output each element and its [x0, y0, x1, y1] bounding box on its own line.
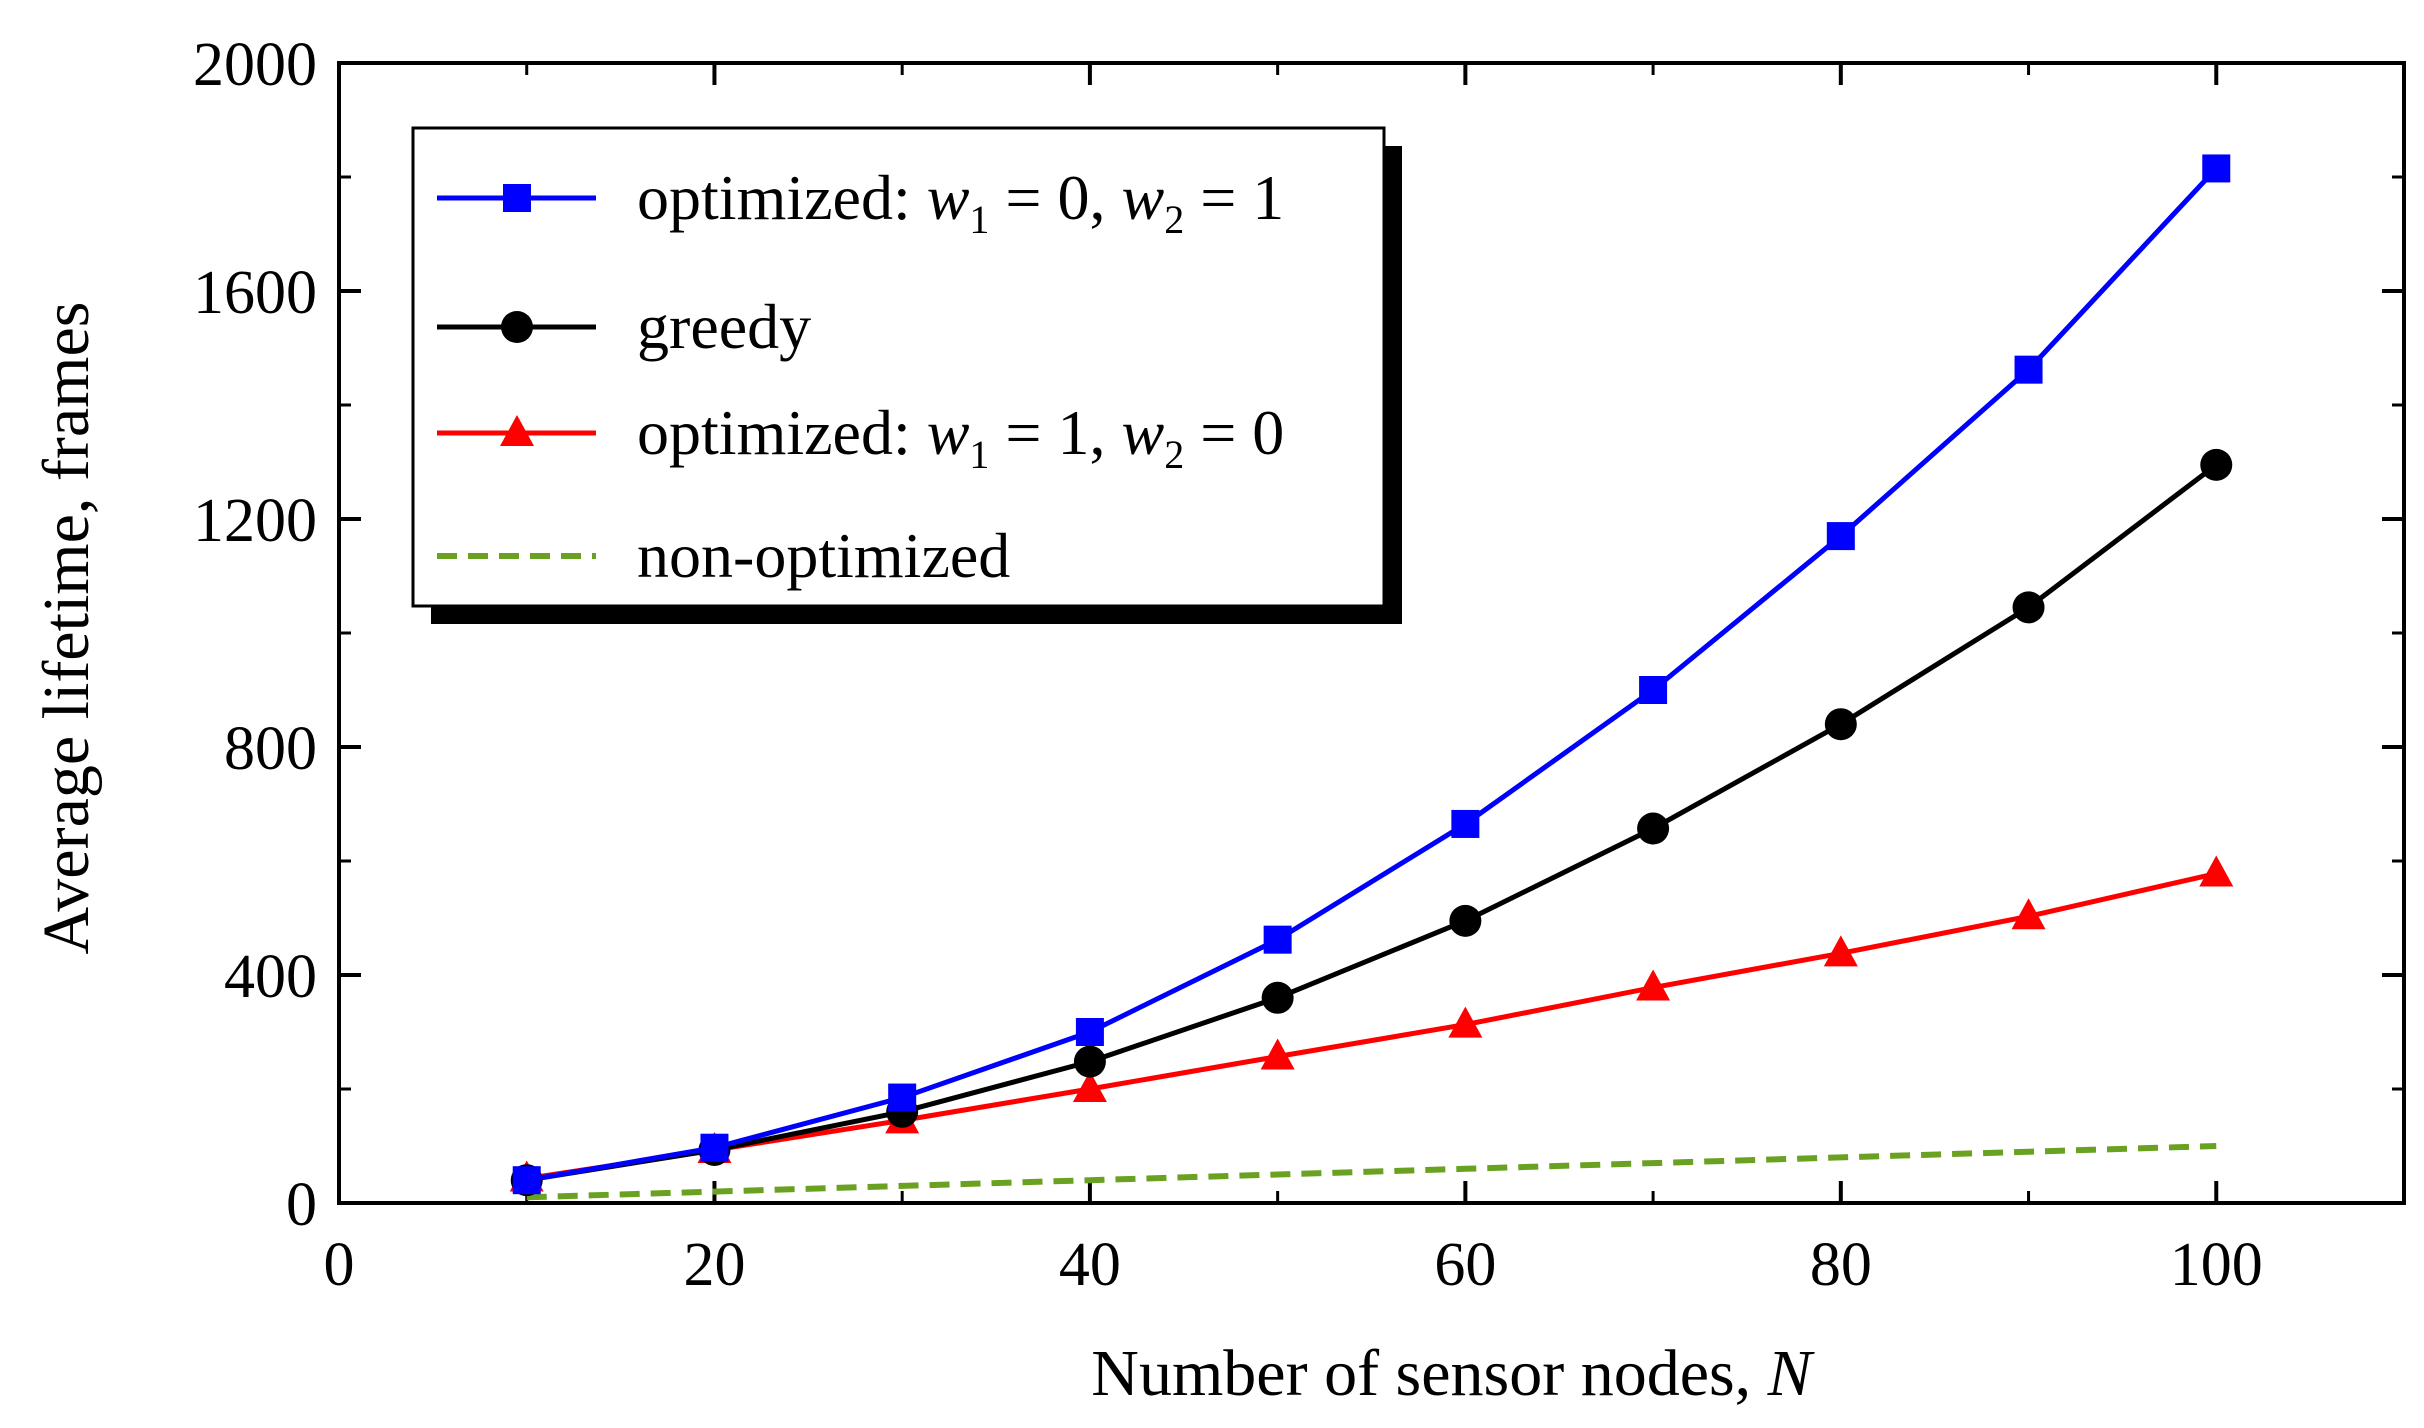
legend-marker: [501, 311, 533, 343]
data-point: [1637, 812, 1670, 845]
data-point: [1263, 925, 1292, 954]
data-point: [1448, 1006, 1483, 1038]
data-point: [2199, 855, 2234, 887]
y-tick-label: 1200: [193, 487, 317, 555]
x-tick-label: 60: [1434, 1231, 1496, 1299]
legend-entry: optimized: w1 = 0, w2 = 1: [437, 162, 1284, 242]
y-tick-label: 800: [224, 715, 317, 783]
data-point: [1823, 935, 1858, 967]
data-point: [1824, 708, 1857, 741]
data-point: [1449, 904, 1482, 937]
data-point: [2202, 154, 2231, 183]
legend-marker: [500, 415, 534, 446]
data-point: [700, 1133, 729, 1162]
legend-label: optimized: w1 = 1, w2 = 0: [637, 397, 1284, 477]
legend-marker: [503, 184, 531, 212]
series-line: [526, 166, 2219, 1183]
legend-label: optimized: w1 = 0, w2 = 1: [637, 162, 1284, 242]
data-point: [888, 1083, 917, 1112]
y-tick-label: 2000: [193, 31, 317, 99]
series-lines: [509, 154, 2234, 1201]
x-tick-label: 40: [1059, 1231, 1121, 1299]
data-point: [1636, 969, 1671, 1001]
y-axis-title: Average lifetime, frames: [30, 302, 103, 955]
legend-label: non-optimized: [637, 520, 1010, 591]
series-line: [526, 1143, 2217, 1201]
series-line: [526, 462, 2218, 1183]
data-point: [2012, 591, 2045, 624]
data-point: [1451, 809, 1480, 838]
legend-entry: optimized: w1 = 1, w2 = 0: [437, 397, 1284, 477]
data-point: [1260, 1038, 1295, 1070]
legend-entry: non-optimized: [437, 520, 1010, 591]
data-point: [2200, 448, 2233, 481]
x-axis-title: Number of sensor nodes, N: [1091, 1337, 1815, 1410]
y-tick-label: 0: [286, 1171, 317, 1239]
series-non-optimized: [526, 1143, 2217, 1201]
y-tick-label: 400: [224, 943, 317, 1011]
x-tick-label: 0: [324, 1231, 355, 1299]
series-optimized-w1-0-w2-1: [512, 154, 2231, 1195]
data-point: [1826, 522, 1855, 551]
x-tick-label: 80: [1810, 1231, 1872, 1299]
series-line: [526, 871, 2217, 1181]
axis-ticks: 0 20 40 60 80 100 0 400 800 1200 1600 2000: [193, 31, 2404, 1299]
x-tick-label: 100: [2170, 1231, 2263, 1299]
data-point: [1261, 981, 1294, 1014]
data-point: [512, 1166, 541, 1195]
data-point: [1639, 676, 1668, 704]
legend-label: greedy: [637, 291, 811, 362]
data-point: [1072, 1071, 1107, 1102]
y-tick-label: 1600: [193, 259, 317, 327]
x-tick-label: 20: [683, 1231, 745, 1299]
data-point: [1075, 1018, 1104, 1046]
legend: optimized: w1 = 0, w2 = 1 greedy optimized…: [411, 126, 1402, 624]
data-point: [1073, 1045, 1106, 1078]
data-point: [2011, 898, 2046, 930]
legend-entry: greedy: [437, 291, 811, 362]
legend-box: [411, 126, 1386, 608]
data-point: [2014, 355, 2043, 384]
